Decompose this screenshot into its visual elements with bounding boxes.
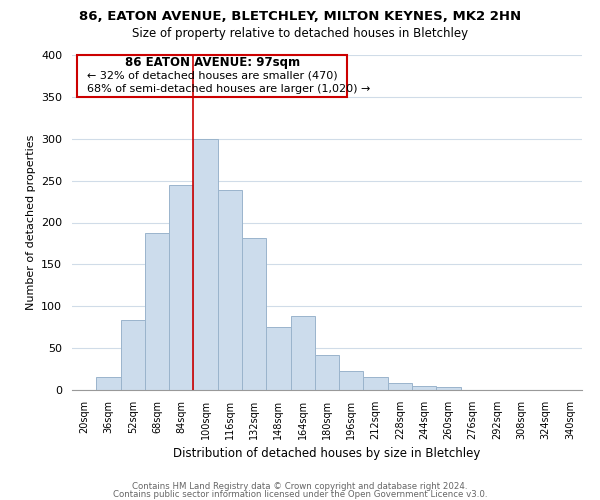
Bar bbox=[315, 355, 339, 390]
Text: Size of property relative to detached houses in Bletchley: Size of property relative to detached ho… bbox=[132, 28, 468, 40]
Bar bbox=[193, 138, 218, 390]
Bar bbox=[218, 190, 242, 390]
Bar bbox=[388, 384, 412, 390]
Text: 86, EATON AVENUE, BLETCHLEY, MILTON KEYNES, MK2 2HN: 86, EATON AVENUE, BLETCHLEY, MILTON KEYN… bbox=[79, 10, 521, 23]
Bar bbox=[266, 327, 290, 390]
Y-axis label: Number of detached properties: Number of detached properties bbox=[26, 135, 35, 310]
Bar bbox=[242, 238, 266, 390]
Bar bbox=[96, 376, 121, 390]
Bar bbox=[412, 386, 436, 390]
Text: 68% of semi-detached houses are larger (1,020) →: 68% of semi-detached houses are larger (… bbox=[88, 84, 371, 94]
Text: Contains public sector information licensed under the Open Government Licence v3: Contains public sector information licen… bbox=[113, 490, 487, 499]
Bar bbox=[339, 370, 364, 390]
Bar bbox=[121, 320, 145, 390]
Bar bbox=[169, 185, 193, 390]
Text: Contains HM Land Registry data © Crown copyright and database right 2024.: Contains HM Land Registry data © Crown c… bbox=[132, 482, 468, 491]
Bar bbox=[364, 378, 388, 390]
X-axis label: Distribution of detached houses by size in Bletchley: Distribution of detached houses by size … bbox=[173, 448, 481, 460]
Bar bbox=[436, 388, 461, 390]
Text: ← 32% of detached houses are smaller (470): ← 32% of detached houses are smaller (47… bbox=[88, 71, 338, 81]
Bar bbox=[145, 232, 169, 390]
Bar bbox=[290, 316, 315, 390]
Text: 86 EATON AVENUE: 97sqm: 86 EATON AVENUE: 97sqm bbox=[125, 56, 300, 69]
